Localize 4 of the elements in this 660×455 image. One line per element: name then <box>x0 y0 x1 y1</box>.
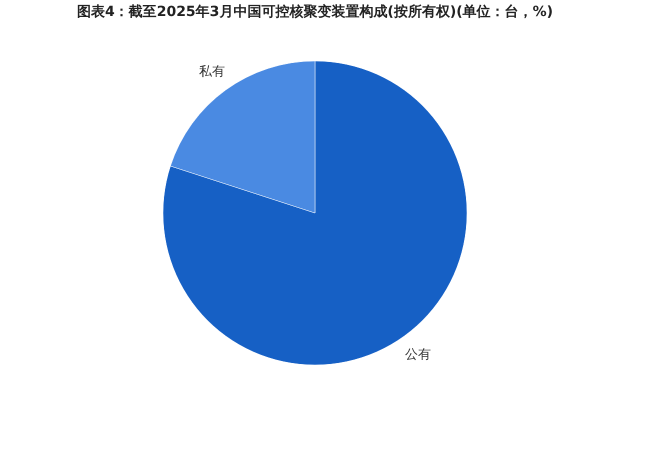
slice-label: 公有 <box>404 348 431 363</box>
chart-title: 图表4：截至2025年3月中国可控核聚变装置构成(按所有权)(单位：台，%) <box>76 3 554 20</box>
pie-slice <box>162 60 468 366</box>
slice-label: 私有 <box>199 64 226 80</box>
